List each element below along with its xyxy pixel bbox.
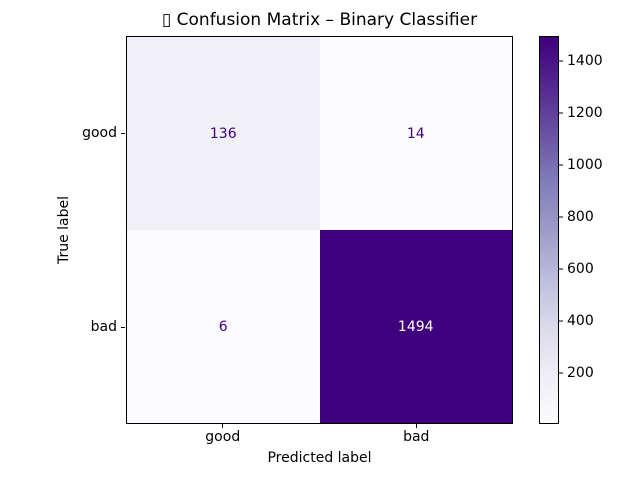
colorbar-tick-label: 1200 <box>567 104 603 121</box>
colorbar-tick-mark <box>559 216 563 218</box>
colorbar-tick-mark <box>559 164 563 166</box>
colorbar-tick-mark <box>559 372 563 374</box>
y-axis-label: True label <box>56 195 72 265</box>
x-axis-tick-labels: good bad <box>126 429 513 445</box>
heatmap-axes: 136 14 6 1494 <box>126 36 513 424</box>
colorbar-tick-label: 200 <box>567 365 594 382</box>
y-tick-mark <box>121 230 125 424</box>
heatmap-cell-bad-good: 6 <box>127 230 320 423</box>
y-tick-label: good <box>82 125 117 141</box>
y-tick-label: bad <box>90 319 117 335</box>
colorbar-tick-label: 800 <box>567 208 594 225</box>
colorbar-tick-label: 1000 <box>567 156 603 173</box>
chart-title: ▯ Confusion Matrix – Binary Classifier <box>161 10 478 30</box>
colorbar-tick-label: 1400 <box>567 52 603 69</box>
colorbar-ticks: 200 400 600 800 1000 1200 1400 <box>559 36 639 424</box>
x-tick-label: bad <box>403 429 430 445</box>
x-tick-mark <box>320 424 514 428</box>
y-axis-tick-marks <box>121 36 125 424</box>
heatmap-cell-bad-bad: 1494 <box>319 230 512 423</box>
colorbar-gradient <box>539 36 559 424</box>
x-axis-label: Predicted label <box>267 450 372 466</box>
y-tick-mark <box>121 36 125 230</box>
x-axis-tick-marks <box>126 424 513 428</box>
colorbar-tick-mark <box>559 320 563 322</box>
heatmap-cell-good-good: 136 <box>127 37 320 230</box>
colorbar-tick-label: 600 <box>567 261 594 278</box>
colorbar-tick-mark <box>559 60 563 61</box>
heatmap-cell-good-bad: 14 <box>319 37 512 230</box>
x-tick-label: good <box>205 429 241 445</box>
x-tick-mark <box>126 424 320 428</box>
colorbar-tick-mark <box>559 112 563 114</box>
y-axis-tick-labels: good bad <box>40 36 117 424</box>
colorbar-tick-mark <box>559 268 563 270</box>
colorbar-tick-label: 400 <box>567 313 594 330</box>
